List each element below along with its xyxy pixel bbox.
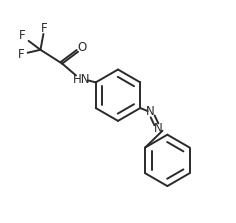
Text: HN: HN — [73, 73, 91, 86]
Text: O: O — [77, 41, 87, 54]
Text: F: F — [41, 22, 48, 35]
Text: N: N — [146, 105, 155, 118]
Text: F: F — [19, 29, 26, 42]
Text: N: N — [154, 122, 163, 135]
Text: F: F — [17, 48, 24, 61]
